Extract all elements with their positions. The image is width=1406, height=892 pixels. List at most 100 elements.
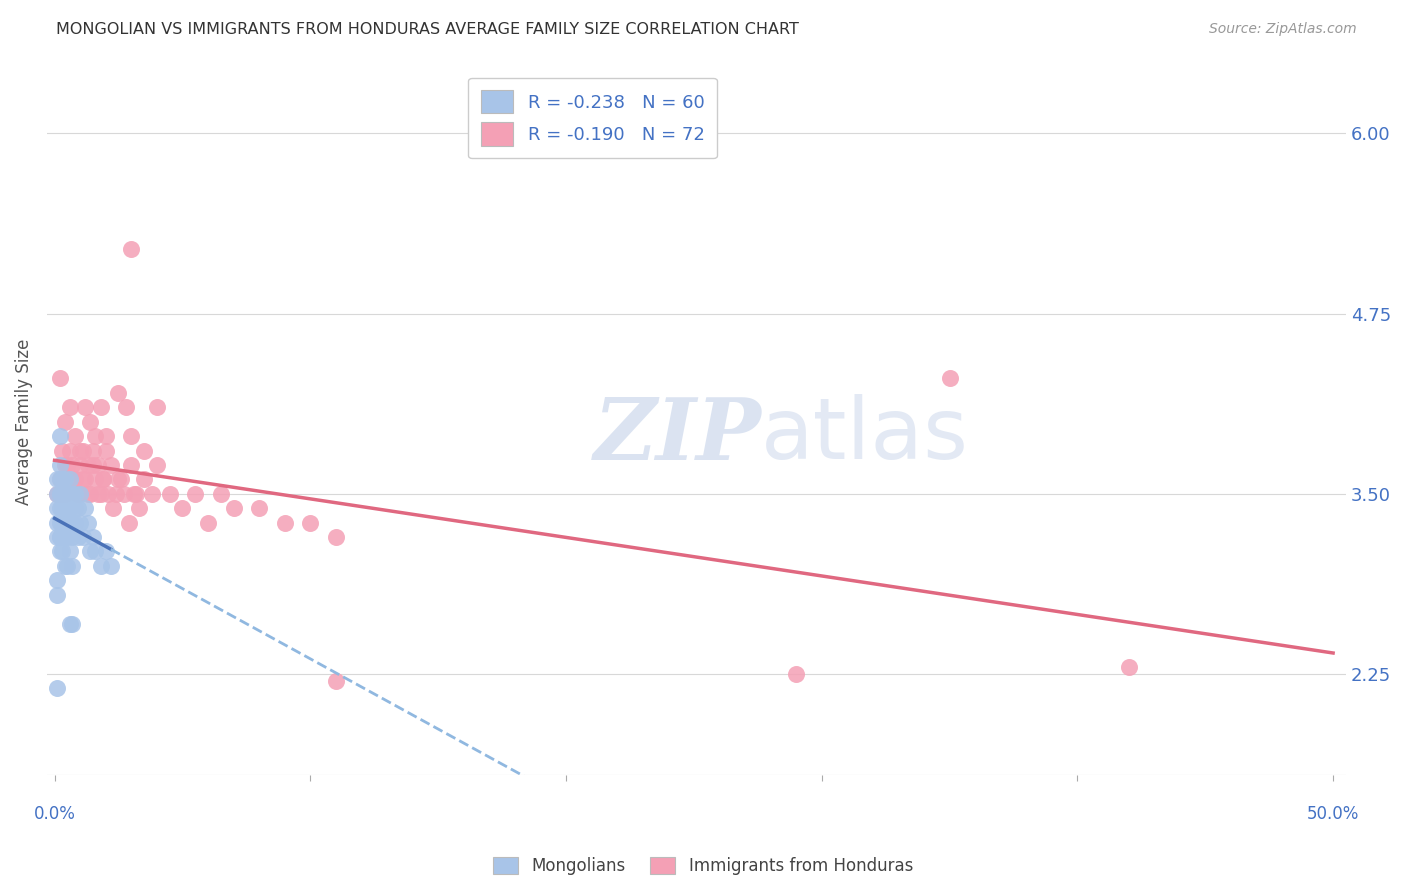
Point [90, 558, 112, 573]
Point [146, 458, 169, 472]
Point [51, 487, 73, 501]
Point [84, 429, 107, 443]
Point [69, 443, 91, 458]
Point [48, 458, 70, 472]
Point [59, 616, 82, 631]
Point [48, 429, 70, 443]
Point [128, 501, 150, 516]
Point [51, 501, 73, 516]
Text: ZIP: ZIP [593, 394, 761, 477]
Point [75, 401, 97, 415]
Point [299, 516, 322, 530]
Point [46, 472, 69, 486]
Point [90, 401, 112, 415]
Point [51, 530, 73, 544]
Point [82, 458, 104, 472]
Point [48, 487, 70, 501]
Point [222, 501, 245, 516]
Text: atlas: atlas [761, 394, 969, 477]
Point [146, 401, 169, 415]
Point [51, 487, 73, 501]
Point [56, 472, 79, 486]
Point [112, 487, 135, 501]
Point [56, 487, 79, 501]
Point [97, 487, 120, 501]
Point [82, 443, 104, 458]
Point [79, 544, 101, 558]
Point [62, 616, 84, 631]
Point [62, 487, 84, 501]
Point [63, 487, 86, 501]
Point [172, 501, 194, 516]
Point [46, 681, 69, 696]
Point [107, 385, 129, 400]
Point [46, 574, 69, 588]
Point [87, 458, 110, 472]
Point [91, 472, 114, 486]
Point [209, 487, 232, 501]
Point [46, 501, 69, 516]
Point [103, 501, 125, 516]
Point [79, 487, 101, 501]
Point [48, 371, 70, 385]
Point [63, 516, 86, 530]
Point [76, 487, 98, 501]
Point [273, 516, 295, 530]
Point [159, 487, 181, 501]
Point [48, 530, 70, 544]
Point [125, 487, 148, 501]
Point [62, 472, 84, 486]
Point [938, 371, 960, 385]
Point [56, 501, 79, 516]
Point [132, 472, 155, 486]
Y-axis label: Average Family Size: Average Family Size [15, 339, 32, 505]
Point [59, 516, 82, 530]
Point [48, 501, 70, 516]
Point [63, 501, 86, 516]
Point [107, 472, 129, 486]
Point [56, 516, 79, 530]
Point [62, 530, 84, 544]
Point [72, 530, 94, 544]
Point [100, 558, 122, 573]
Point [53, 458, 76, 472]
Point [63, 429, 86, 443]
Point [75, 472, 97, 486]
Point [56, 458, 79, 472]
Point [59, 472, 82, 486]
Legend: Mongolians, Immigrants from Honduras: Mongolians, Immigrants from Honduras [485, 849, 921, 884]
Text: Source: ZipAtlas.com: Source: ZipAtlas.com [1209, 22, 1357, 37]
Point [118, 516, 141, 530]
Point [120, 242, 142, 256]
Point [72, 472, 94, 486]
Text: 0.0%: 0.0% [34, 805, 76, 823]
Text: 50.0%: 50.0% [1308, 805, 1360, 823]
Point [84, 544, 107, 558]
Point [325, 530, 347, 544]
Point [48, 530, 70, 544]
Point [66, 501, 89, 516]
Point [46, 487, 69, 501]
Point [62, 558, 84, 573]
Point [120, 429, 142, 443]
Point [51, 516, 73, 530]
Point [59, 401, 82, 415]
Point [53, 472, 76, 486]
Point [59, 544, 82, 558]
Point [53, 530, 76, 544]
Point [72, 443, 94, 458]
Point [46, 588, 69, 602]
Point [53, 516, 76, 530]
Point [66, 530, 89, 544]
Point [56, 558, 79, 573]
Point [75, 501, 97, 516]
Point [59, 443, 82, 458]
Point [115, 401, 138, 415]
Point [94, 429, 117, 443]
Text: MONGOLIAN VS IMMIGRANTS FROM HONDURAS AVERAGE FAMILY SIZE CORRELATION CHART: MONGOLIAN VS IMMIGRANTS FROM HONDURAS AV… [56, 22, 799, 37]
Point [46, 530, 69, 544]
Point [53, 501, 76, 516]
Point [120, 458, 142, 472]
Point [91, 472, 114, 486]
Point [69, 458, 91, 472]
